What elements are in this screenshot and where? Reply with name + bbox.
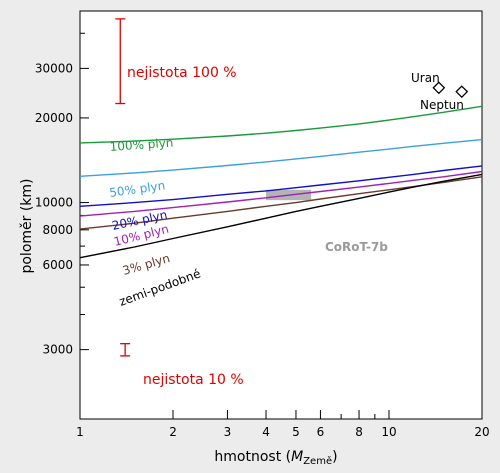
x-tick-label-8: 8 (355, 425, 363, 439)
corot-label: CoRoT-7b (325, 240, 388, 254)
uncertainty-10-label: nejistota 10 % (143, 372, 244, 388)
planet-label-neptun: Neptun (420, 98, 464, 112)
x-axis-title-close: ) (332, 449, 337, 465)
series-line-3 (79, 170, 483, 217)
uncertainty-100-label: nejistota 100 % (127, 65, 237, 81)
series-label-100-gas: 100% plyn (109, 136, 174, 154)
x-tick-label-5: 5 (292, 425, 300, 439)
annotations (115, 18, 131, 357)
x-axis-ticks: 1 2 3 4 5 6 8 10 20 (76, 410, 490, 439)
series-lines (79, 105, 483, 259)
y-tick-label-20000: 20000 (35, 111, 73, 125)
x-tick-label-1: 1 (76, 425, 84, 439)
y-tick-label-8000: 8000 (42, 223, 73, 237)
y-axis-title: poloměr (km) (19, 178, 35, 273)
y-tick-label-10000: 10000 (35, 196, 73, 210)
y-tick-label-6000: 6000 (42, 258, 73, 272)
x-tick-label-4: 4 (262, 425, 270, 439)
x-tick-label-6: 6 (317, 425, 325, 439)
x-tick-label-3: 3 (224, 425, 232, 439)
x-axis-title: hmotnost (MZemě) (214, 449, 337, 467)
y-tick-label-30000: 30000 (35, 61, 73, 75)
x-tick-label-2: 2 (169, 425, 177, 439)
planet-points (432, 81, 469, 99)
planet-label-uran: Uran (411, 71, 440, 85)
series-line-2 (79, 165, 483, 207)
planet-marker-0 (432, 81, 446, 95)
x-tick-label-10: 10 (381, 425, 396, 439)
series-line-5 (79, 173, 483, 259)
planet-marker-1 (455, 85, 469, 99)
x-axis-title-prefix: hmotnost ( (214, 449, 291, 465)
x-axis-title-var: M (291, 449, 303, 465)
series-line-0 (79, 105, 483, 144)
x-tick-label-20: 20 (474, 425, 489, 439)
x-axis-title-sub: Země (303, 455, 332, 467)
y-tick-label-3000: 3000 (42, 343, 73, 357)
y-axis-ticks: 3000 6000 8000 10000 20000 30000 (35, 61, 89, 357)
series-line-1 (79, 138, 483, 177)
